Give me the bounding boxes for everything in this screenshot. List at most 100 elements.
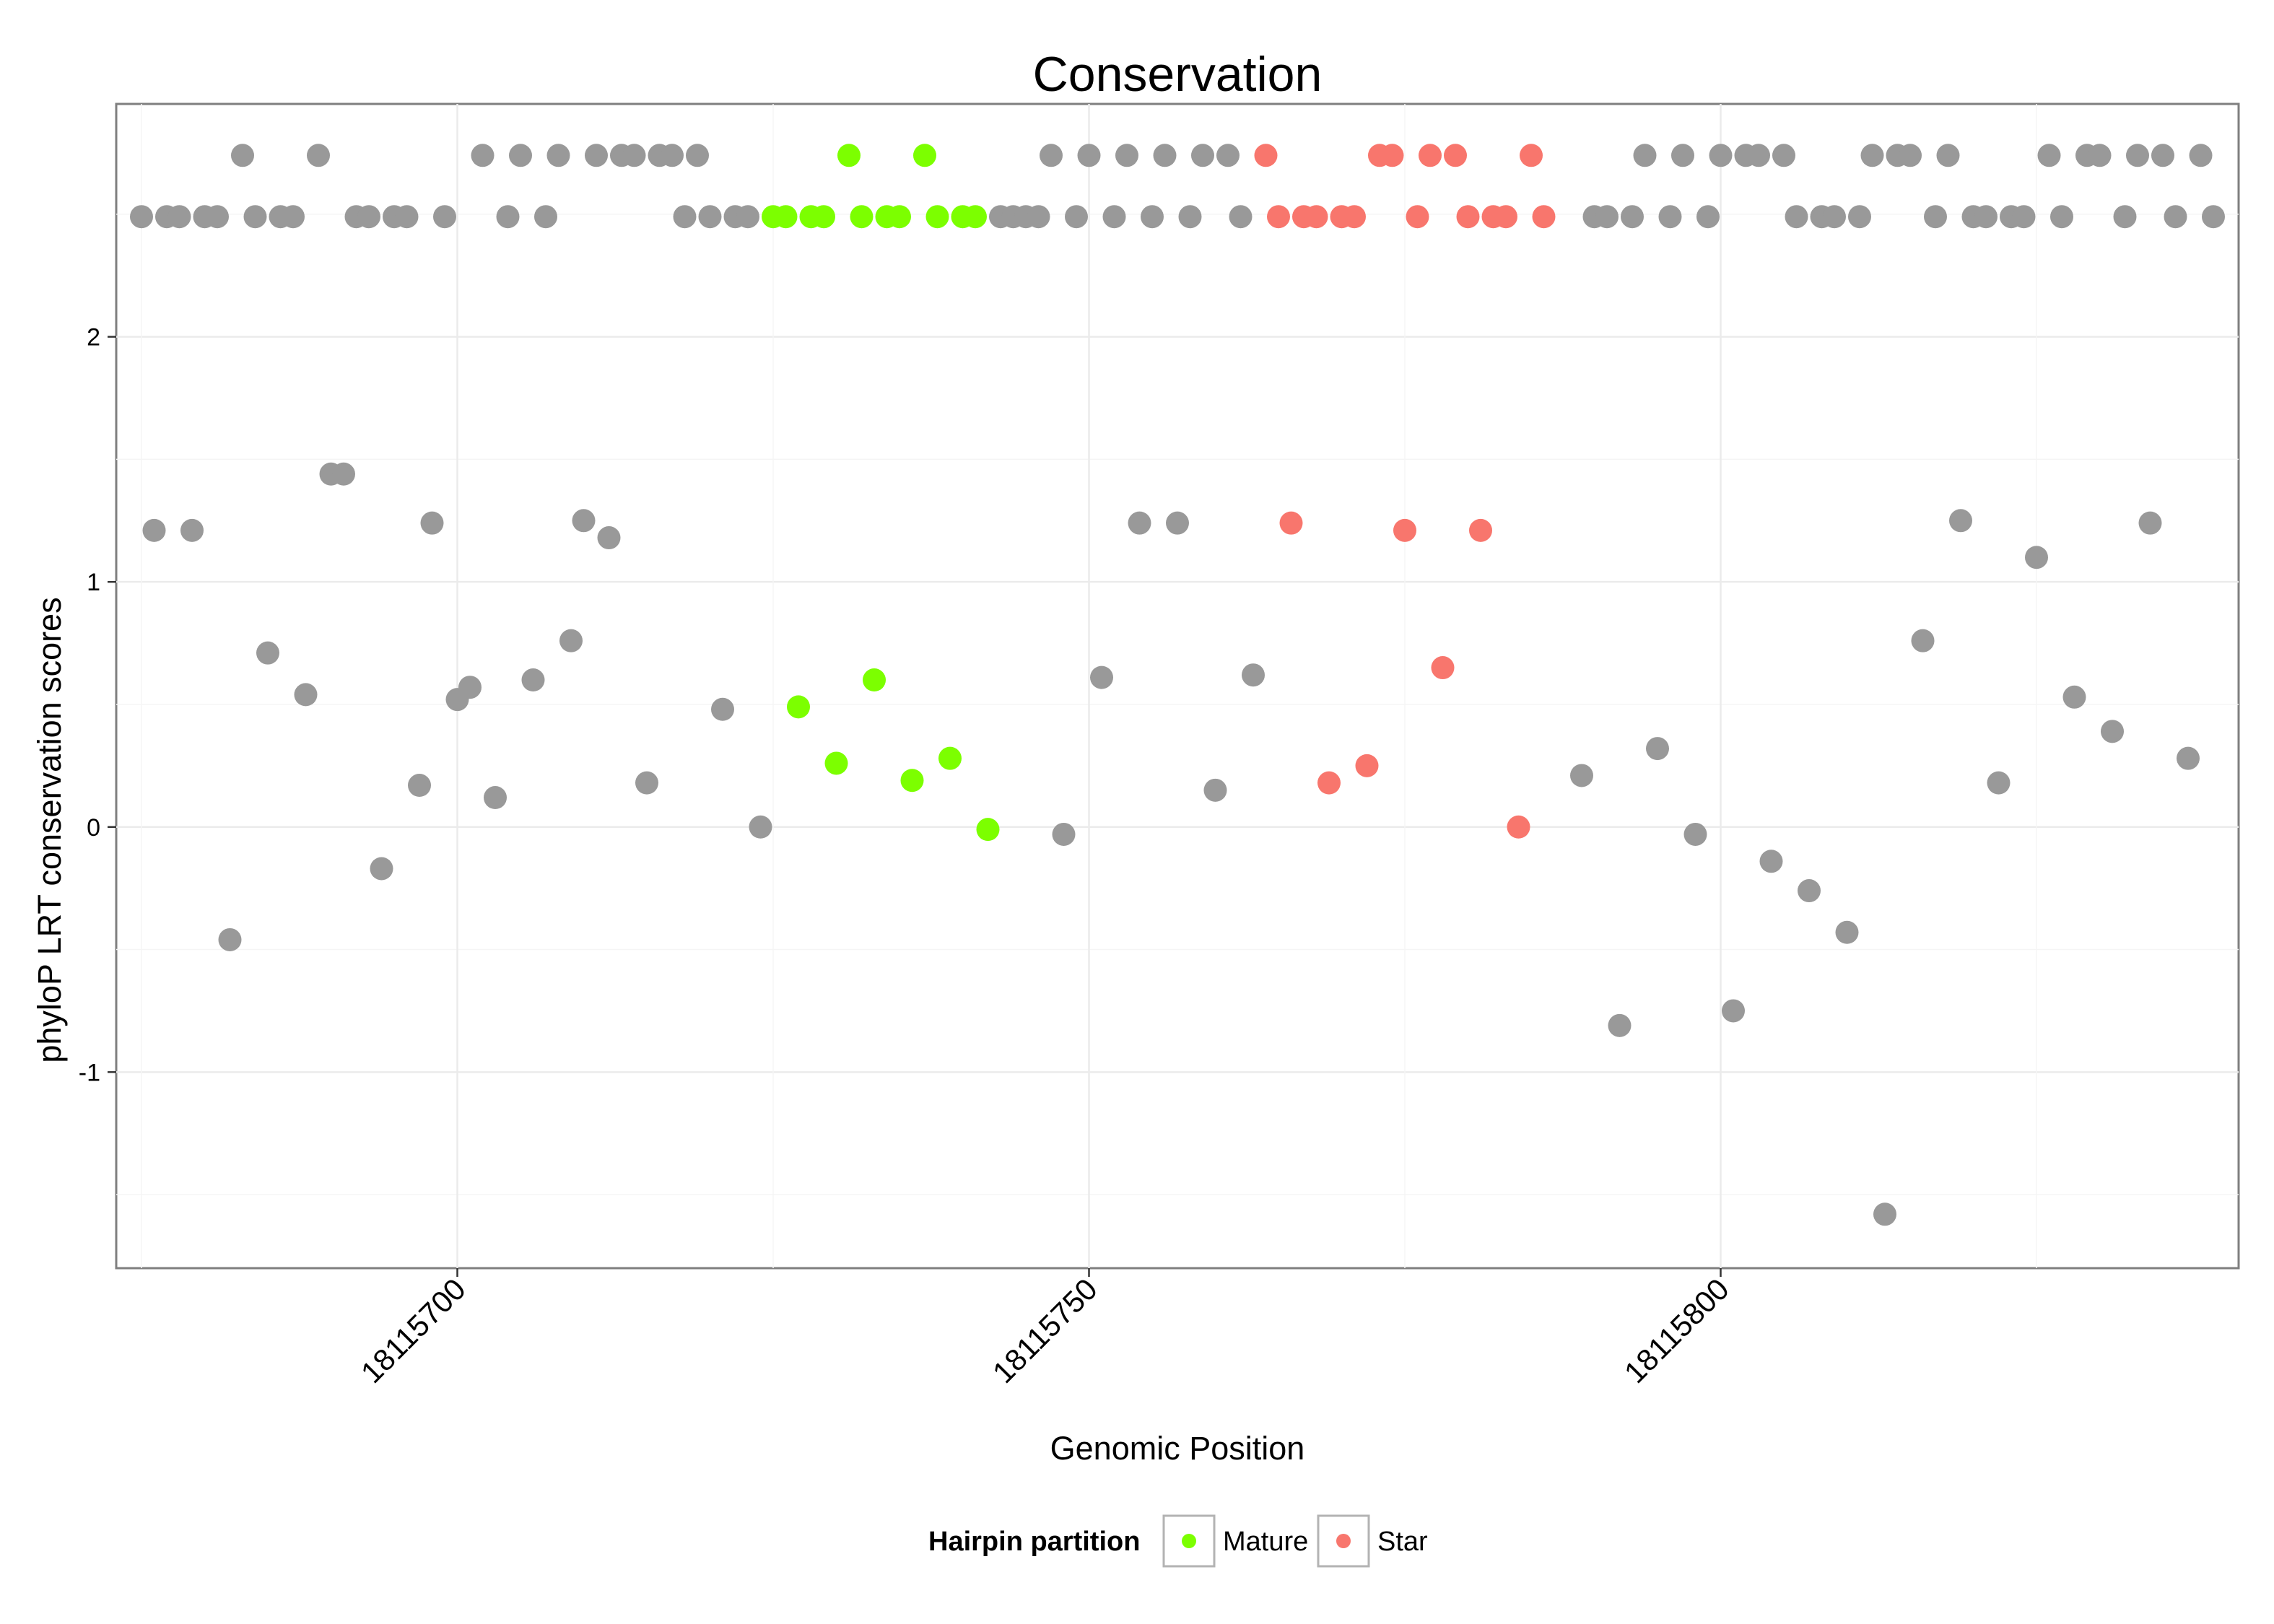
data-point-mature [888, 205, 911, 229]
data-point-other [1621, 205, 1644, 229]
data-point-other [673, 205, 697, 229]
y-axis-label: phyloP LRT conservation scores [31, 597, 68, 1062]
data-point-other [282, 205, 305, 229]
data-point-other [1911, 629, 1935, 652]
data-point-other [2088, 144, 2112, 167]
data-point-other [1974, 205, 1998, 229]
data-point-other [357, 205, 380, 229]
data-point-other [1949, 509, 1972, 533]
data-point-other [294, 683, 318, 707]
data-point-other [546, 144, 570, 167]
data-point-other [2037, 144, 2061, 167]
data-point-other [2126, 144, 2149, 167]
data-point-other [1873, 1202, 1896, 1226]
plot-panel [115, 102, 2240, 1270]
data-point-other [1658, 205, 1682, 229]
data-point-other [585, 144, 608, 167]
data-point-other [1772, 144, 1795, 167]
data-point-other [1570, 764, 1593, 787]
data-point-star [1532, 205, 1556, 229]
data-point-star [1444, 144, 1467, 167]
data-point-other [1178, 205, 1202, 229]
data-point-other [749, 815, 772, 839]
data-point-mature [913, 144, 936, 167]
data-point-other [1065, 205, 1088, 229]
data-point-other [142, 518, 166, 542]
y-tick-label: 0 [87, 814, 100, 842]
y-tick-label: 1 [87, 569, 100, 596]
grid-lines [116, 104, 2239, 1268]
data-point-other [2025, 546, 2048, 569]
data-point-other [1709, 144, 1733, 167]
data-point-other [736, 205, 759, 229]
data-point-other [433, 205, 456, 229]
data-point-star [1317, 771, 1341, 795]
data-point-other [2062, 685, 2086, 709]
data-point-mature [812, 205, 835, 229]
data-point-star [1406, 205, 1429, 229]
legend-label-star: Star [1377, 1527, 1428, 1557]
data-point-other [1747, 144, 1770, 167]
data-point-other [1216, 144, 1240, 167]
data-point-other [1899, 144, 1922, 167]
data-point-other [661, 144, 684, 167]
data-point-mature [824, 751, 848, 775]
data-point-other [370, 857, 393, 881]
data-point-other [509, 144, 532, 167]
data-point-other [711, 697, 734, 721]
data-point-other [484, 786, 507, 810]
x-tick-label: 18115750 [986, 1272, 1104, 1389]
data-point-other [1128, 511, 1151, 535]
data-point-other [420, 511, 444, 535]
y-axis: -1 0 1 2 [79, 324, 116, 1086]
chart-title: Conservation [1033, 47, 1323, 102]
data-point-other [2101, 720, 2124, 743]
data-point-other [2189, 144, 2213, 167]
data-point-other [597, 526, 621, 550]
data-point-star [1393, 518, 1416, 542]
data-point-star [1456, 205, 1480, 229]
y-tick-label: -1 [79, 1059, 100, 1086]
data-point-other [2050, 205, 2073, 229]
data-point-mature [976, 818, 1000, 842]
data-point-mature [964, 205, 987, 229]
data-point-other [1798, 879, 1821, 903]
data-point-other [635, 771, 658, 795]
legend-dot-mature [1182, 1534, 1196, 1548]
data-point-other [1102, 205, 1126, 229]
data-point-other [1848, 205, 1871, 229]
data-point-other [622, 144, 646, 167]
data-point-mature [938, 746, 962, 770]
x-axis-label: Genomic Position [1050, 1430, 1305, 1467]
data-point-other [2113, 205, 2137, 229]
data-point-star [1507, 815, 1530, 839]
data-point-other [218, 927, 242, 951]
data-point-mature [774, 205, 798, 229]
data-point-other [1040, 144, 1063, 167]
data-point-other [2202, 205, 2225, 229]
data-point-other [2164, 205, 2187, 229]
data-point-star [1254, 144, 1278, 167]
data-point-other [1633, 144, 1657, 167]
data-point-other [1683, 822, 1707, 846]
y-tick-label: 2 [87, 324, 100, 352]
data-point-star [1520, 144, 1543, 167]
data-point-mature [837, 144, 861, 167]
data-point-other [1696, 205, 1720, 229]
data-point-star [1343, 205, 1366, 229]
data-point-mature [787, 695, 810, 719]
data-point-other [686, 144, 709, 167]
data-point-other [1191, 144, 1214, 167]
data-point-other [2138, 511, 2162, 535]
data-point-other [1203, 778, 1227, 802]
data-point-other [130, 205, 153, 229]
data-point-star [1431, 656, 1455, 680]
data-point-other [496, 205, 520, 229]
data-point-star [1304, 205, 1328, 229]
data-point-other [534, 205, 557, 229]
data-point-other [1090, 665, 1113, 689]
data-point-other [180, 518, 204, 542]
data-point-other [2177, 746, 2200, 770]
data-point-other [1646, 737, 1669, 761]
